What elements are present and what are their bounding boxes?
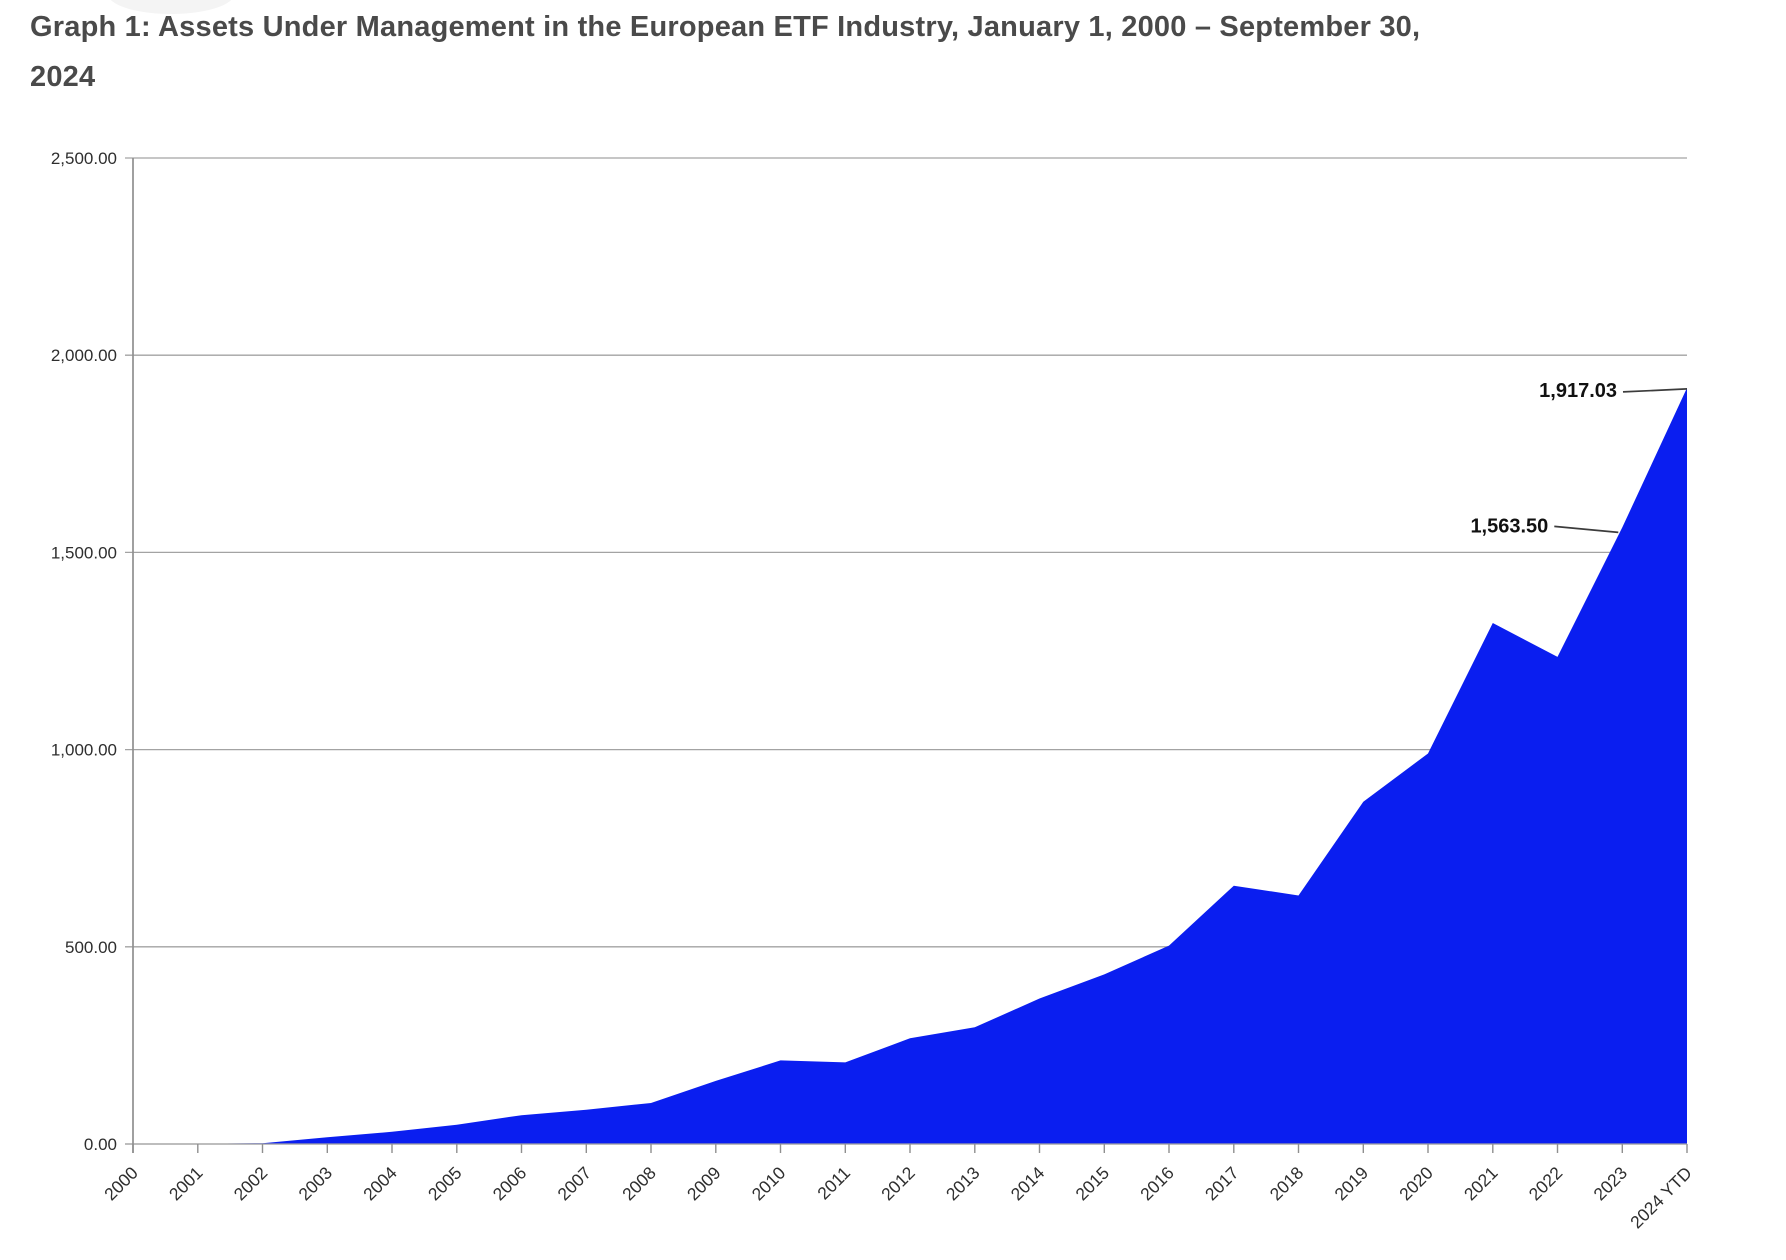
x-axis-tick-label: 2000 [100, 1163, 142, 1205]
y-axis-tick-label: 0.00 [84, 1135, 117, 1154]
x-axis-tick-label: 2019 [1330, 1163, 1372, 1205]
callout-leader-line [1622, 388, 1688, 393]
x-axis-tick-label: 2008 [618, 1163, 660, 1205]
chart-title-line1: Graph 1: Assets Under Management in the … [30, 11, 1421, 43]
callout-leader-line [1554, 525, 1619, 534]
x-axis-tick-label: 2021 [1460, 1163, 1502, 1205]
x-axis-tick-label: 2007 [553, 1163, 595, 1205]
y-axis-tick-label: 1,500.00 [51, 543, 117, 562]
x-axis-tick-label: 2023 [1589, 1163, 1631, 1205]
x-axis-tick-label: 2009 [683, 1163, 725, 1205]
x-axis-tick-label: 2018 [1266, 1163, 1308, 1205]
x-axis-tick-label: 2020 [1395, 1163, 1437, 1205]
x-axis-tick-label: 2017 [1201, 1163, 1243, 1205]
x-axis-tick-label: 2013 [942, 1163, 984, 1205]
data-label: 1,917.03 [1539, 380, 1617, 402]
x-axis-tick-label: 2010 [748, 1163, 790, 1205]
screenshot-edge-artifact [108, 0, 234, 14]
y-axis-tick-label: 2,000.00 [51, 346, 117, 365]
x-axis-tick-label: 2002 [230, 1163, 272, 1205]
x-axis-tick-label: 2004 [359, 1163, 401, 1205]
y-axis-tick-label: 2,500.00 [51, 149, 117, 168]
x-axis-tick-label: 2001 [165, 1163, 207, 1205]
x-axis-tick-label: 2003 [294, 1163, 336, 1205]
x-axis-tick-label: 2015 [1071, 1163, 1113, 1205]
x-axis-tick-label: 2006 [489, 1163, 531, 1205]
x-axis-tick-label: 2012 [877, 1163, 919, 1205]
x-axis-tick-label: 2011 [813, 1163, 854, 1204]
x-axis-tick-label: 2005 [424, 1163, 466, 1205]
aum-area-series [133, 387, 1687, 1144]
x-axis-tick-label: 2024 YTD [1626, 1163, 1696, 1233]
y-axis-tick-label: 500.00 [65, 938, 117, 957]
data-label: 1,563.50 [1470, 515, 1548, 537]
x-axis-tick-label: 2016 [1136, 1163, 1178, 1205]
chart-title: Graph 1: Assets Under Management in the … [30, 2, 1420, 102]
y-axis-tick-label: 1,000.00 [51, 741, 117, 760]
x-axis-tick-label: 2022 [1525, 1163, 1567, 1205]
x-axis-tick-label: 2014 [1007, 1163, 1049, 1205]
chart-title-line2: 2024 [30, 61, 96, 93]
